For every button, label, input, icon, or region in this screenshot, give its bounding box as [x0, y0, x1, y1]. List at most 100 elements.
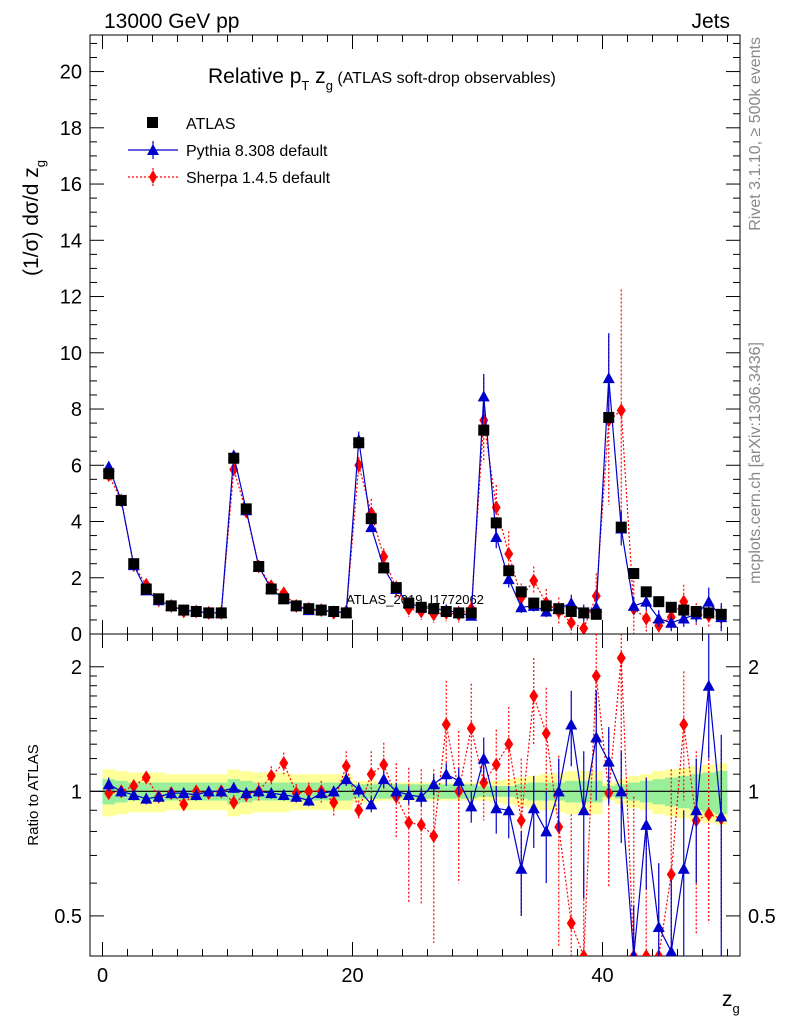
ratio-point — [540, 825, 553, 837]
data-point — [565, 606, 577, 618]
data-point — [566, 615, 576, 630]
ratio-point — [477, 752, 490, 764]
y-axis-label-main: (1/σ) dσ/d z — [20, 167, 43, 276]
legend-label-pythia: Pythia 8.308 default — [186, 143, 328, 160]
ratio-point — [177, 787, 190, 799]
ratio-point — [327, 785, 340, 797]
ratio-point — [577, 804, 590, 816]
data-point — [353, 437, 365, 449]
y-tick-label: 8 — [71, 399, 82, 421]
y-tick-label: 12 — [60, 287, 82, 309]
ratio-series-pythia — [102, 634, 728, 956]
data-point — [178, 604, 190, 616]
ratio-tick-label-right: 2 — [748, 657, 759, 679]
ratio-point — [127, 788, 140, 800]
data-point — [128, 558, 140, 570]
y-tick-label: 16 — [60, 174, 82, 196]
ratio-point — [715, 810, 728, 822]
data-point — [665, 601, 677, 613]
x-tick-label: 0 — [97, 965, 108, 987]
ratio-point — [466, 721, 476, 736]
ratio-point — [279, 756, 289, 771]
ratio-point — [702, 679, 715, 691]
ratio-point — [365, 798, 378, 810]
ratio-point — [304, 784, 314, 799]
header-right: Jets — [691, 10, 730, 33]
data-point — [153, 593, 165, 605]
ratio-point — [390, 785, 403, 797]
data-point — [640, 595, 653, 607]
data-point — [602, 372, 615, 384]
ratio-frame — [89, 633, 741, 957]
ratio-point — [129, 779, 139, 794]
ratio-point — [516, 813, 526, 828]
data-point — [703, 607, 715, 619]
legend-entry-pythia: Pythia 8.308 default — [128, 141, 328, 160]
ratio-point — [529, 688, 539, 703]
ratio-point — [366, 767, 376, 782]
ratio-point — [265, 787, 278, 799]
ratio-point — [115, 785, 128, 797]
ratio-point — [440, 768, 453, 780]
data-point — [540, 600, 552, 612]
data-point — [627, 599, 640, 611]
data-point — [490, 517, 502, 529]
data-point — [690, 606, 702, 618]
ratio-point — [379, 757, 389, 772]
data-point — [615, 521, 627, 533]
data-point — [652, 612, 665, 624]
ratio-tick-label-right: 0.5 — [748, 906, 776, 928]
plot-title-sub-t: T — [301, 78, 309, 93]
y-tick-label: 18 — [60, 118, 82, 140]
ratio-tick-label-left: 1 — [71, 781, 82, 803]
ratio-point — [491, 757, 501, 772]
legend-entry-atlas: ATLAS — [147, 116, 236, 133]
series-line — [108, 378, 722, 624]
series-sherpa — [104, 289, 726, 634]
plot-title-sub-g: g — [326, 78, 333, 93]
data-point — [515, 601, 528, 613]
y-tick-label: 0 — [71, 624, 82, 646]
ratio-point — [240, 787, 253, 799]
ratio-point — [441, 717, 451, 732]
x-axis-label-sub: g — [733, 1001, 740, 1016]
ratio-point — [590, 731, 603, 743]
data-point — [228, 452, 240, 464]
ratio-axis-label: Ratio to ATLAS — [25, 744, 42, 845]
data-point — [165, 600, 177, 612]
ratio-point — [165, 787, 178, 799]
data-point — [415, 601, 427, 613]
data-point — [303, 603, 315, 615]
ratio-point — [102, 778, 115, 790]
data-point — [253, 561, 265, 573]
data-point — [428, 603, 440, 615]
ratio-point — [266, 768, 276, 783]
ratio-point — [565, 718, 578, 730]
data-point — [715, 608, 727, 620]
ratio-point — [541, 726, 551, 741]
data-point — [403, 597, 415, 609]
y-tick-label: 14 — [60, 230, 82, 252]
ratio-point — [452, 774, 465, 786]
x-tick-label: 40 — [591, 965, 613, 987]
ratio-point — [429, 828, 439, 843]
ratio-point — [202, 785, 215, 797]
y-tick-label: 4 — [71, 512, 82, 534]
data-point — [678, 604, 690, 616]
ratio-point — [252, 785, 265, 797]
ratio-series-line — [108, 657, 722, 956]
data-point — [591, 589, 601, 604]
main-panel: 0 2 4 6 8 10 12 14 16 18 20 ATLAS_2019_I1772062 Re… — [60, 34, 741, 646]
legend-entry-sherpa: Sherpa 1.4.5 default — [128, 168, 331, 187]
x-axis-label: zg — [722, 988, 740, 1016]
data-point — [103, 468, 115, 480]
data-point — [603, 411, 615, 423]
plot-title: Relative pT zg (ATLAS soft-drop observab… — [208, 65, 556, 93]
plot-title-main: Relative p — [208, 65, 301, 88]
ratio-point — [666, 867, 676, 882]
ratio-point — [641, 949, 651, 956]
y-tick-label: 20 — [60, 62, 82, 84]
x-tick-label: 20 — [341, 965, 363, 987]
legend-label-sherpa: Sherpa 1.4.5 default — [186, 170, 331, 187]
